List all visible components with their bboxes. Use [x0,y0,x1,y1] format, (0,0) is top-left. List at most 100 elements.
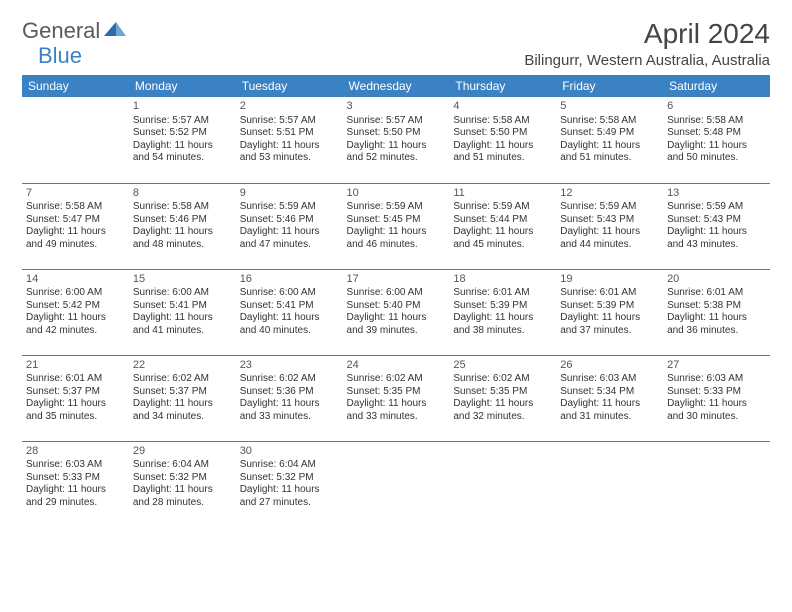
sunset-text: Sunset: 5:36 PM [240,386,339,399]
sunrise-text: Sunrise: 6:02 AM [347,373,446,386]
calendar-table: SundayMondayTuesdayWednesdayThursdayFrid… [22,75,770,527]
calendar-cell [343,441,450,527]
daylight-text: Daylight: 11 hours and 42 minutes. [26,312,125,337]
calendar-cell: 28Sunrise: 6:03 AMSunset: 5:33 PMDayligh… [22,441,129,527]
sunrise-text: Sunrise: 6:04 AM [240,459,339,472]
daylight-text: Daylight: 11 hours and 44 minutes. [560,226,659,251]
daylight-text: Daylight: 11 hours and 48 minutes. [133,226,232,251]
sunrise-text: Sunrise: 5:58 AM [133,201,232,214]
daylight-text: Daylight: 11 hours and 30 minutes. [667,398,766,423]
daylight-text: Daylight: 11 hours and 50 minutes. [667,140,766,165]
sunrise-text: Sunrise: 6:04 AM [133,459,232,472]
sunrise-text: Sunrise: 5:59 AM [240,201,339,214]
sunrise-text: Sunrise: 6:03 AM [26,459,125,472]
sunset-text: Sunset: 5:50 PM [453,127,552,140]
calendar-header-row: SundayMondayTuesdayWednesdayThursdayFrid… [22,75,770,97]
sunrise-text: Sunrise: 5:58 AM [560,115,659,128]
sunrise-text: Sunrise: 6:00 AM [240,287,339,300]
daylight-text: Daylight: 11 hours and 43 minutes. [667,226,766,251]
sunrise-text: Sunrise: 6:01 AM [667,287,766,300]
calendar-cell: 7Sunrise: 5:58 AMSunset: 5:47 PMDaylight… [22,183,129,269]
day-header: Sunday [22,75,129,97]
sunrise-text: Sunrise: 5:59 AM [560,201,659,214]
daylight-text: Daylight: 11 hours and 38 minutes. [453,312,552,337]
day-header: Tuesday [236,75,343,97]
sunrise-text: Sunrise: 5:58 AM [667,115,766,128]
sunset-text: Sunset: 5:50 PM [347,127,446,140]
sunset-text: Sunset: 5:43 PM [560,214,659,227]
daylight-text: Daylight: 11 hours and 28 minutes. [133,484,232,509]
sunset-text: Sunset: 5:48 PM [667,127,766,140]
calendar-week-row: 21Sunrise: 6:01 AMSunset: 5:37 PMDayligh… [22,355,770,441]
day-number: 18 [453,273,552,287]
day-header: Wednesday [343,75,450,97]
calendar-cell: 9Sunrise: 5:59 AMSunset: 5:46 PMDaylight… [236,183,343,269]
day-number: 7 [26,187,125,201]
sunset-text: Sunset: 5:35 PM [453,386,552,399]
sunrise-text: Sunrise: 6:00 AM [347,287,446,300]
calendar-cell: 5Sunrise: 5:58 AMSunset: 5:49 PMDaylight… [556,97,663,183]
sunset-text: Sunset: 5:38 PM [667,300,766,313]
daylight-text: Daylight: 11 hours and 54 minutes. [133,140,232,165]
sunrise-text: Sunrise: 5:59 AM [453,201,552,214]
day-number: 9 [240,187,339,201]
sunset-text: Sunset: 5:33 PM [667,386,766,399]
daylight-text: Daylight: 11 hours and 39 minutes. [347,312,446,337]
calendar-cell: 24Sunrise: 6:02 AMSunset: 5:35 PMDayligh… [343,355,450,441]
calendar-cell [22,97,129,183]
calendar-cell: 2Sunrise: 5:57 AMSunset: 5:51 PMDaylight… [236,97,343,183]
day-number: 16 [240,273,339,287]
day-number: 1 [133,100,232,114]
sunrise-text: Sunrise: 5:59 AM [347,201,446,214]
daylight-text: Daylight: 11 hours and 51 minutes. [453,140,552,165]
calendar-cell: 14Sunrise: 6:00 AMSunset: 5:42 PMDayligh… [22,269,129,355]
daylight-text: Daylight: 11 hours and 45 minutes. [453,226,552,251]
sunrise-text: Sunrise: 6:01 AM [453,287,552,300]
sunset-text: Sunset: 5:46 PM [240,214,339,227]
day-number: 17 [347,273,446,287]
day-header: Thursday [449,75,556,97]
daylight-text: Daylight: 11 hours and 29 minutes. [26,484,125,509]
day-number: 2 [240,100,339,114]
triangle-icon [104,18,126,44]
day-number: 29 [133,445,232,459]
day-number: 30 [240,445,339,459]
calendar-cell: 11Sunrise: 5:59 AMSunset: 5:44 PMDayligh… [449,183,556,269]
day-number: 19 [560,273,659,287]
day-number: 8 [133,187,232,201]
calendar-cell: 18Sunrise: 6:01 AMSunset: 5:39 PMDayligh… [449,269,556,355]
daylight-text: Daylight: 11 hours and 36 minutes. [667,312,766,337]
day-number: 4 [453,100,552,114]
sunset-text: Sunset: 5:40 PM [347,300,446,313]
day-header: Monday [129,75,236,97]
day-number: 28 [26,445,125,459]
calendar-cell: 17Sunrise: 6:00 AMSunset: 5:40 PMDayligh… [343,269,450,355]
sunrise-text: Sunrise: 6:01 AM [26,373,125,386]
sunrise-text: Sunrise: 6:03 AM [560,373,659,386]
day-number: 21 [26,359,125,373]
daylight-text: Daylight: 11 hours and 47 minutes. [240,226,339,251]
calendar-cell: 29Sunrise: 6:04 AMSunset: 5:32 PMDayligh… [129,441,236,527]
sunrise-text: Sunrise: 6:02 AM [240,373,339,386]
daylight-text: Daylight: 11 hours and 31 minutes. [560,398,659,423]
day-number: 11 [453,187,552,201]
daylight-text: Daylight: 11 hours and 49 minutes. [26,226,125,251]
sunset-text: Sunset: 5:43 PM [667,214,766,227]
sunset-text: Sunset: 5:42 PM [26,300,125,313]
day-number: 6 [667,100,766,114]
day-number: 13 [667,187,766,201]
daylight-text: Daylight: 11 hours and 27 minutes. [240,484,339,509]
day-number: 10 [347,187,446,201]
header: General April 2024 Bilingurr, Western Au… [22,18,770,69]
sunset-text: Sunset: 5:39 PM [453,300,552,313]
logo: General [22,18,130,44]
calendar-cell: 1Sunrise: 5:57 AMSunset: 5:52 PMDaylight… [129,97,236,183]
sunset-text: Sunset: 5:51 PM [240,127,339,140]
sunset-text: Sunset: 5:33 PM [26,472,125,485]
calendar-cell: 20Sunrise: 6:01 AMSunset: 5:38 PMDayligh… [663,269,770,355]
sunset-text: Sunset: 5:35 PM [347,386,446,399]
daylight-text: Daylight: 11 hours and 51 minutes. [560,140,659,165]
daylight-text: Daylight: 11 hours and 33 minutes. [240,398,339,423]
sunrise-text: Sunrise: 5:57 AM [240,115,339,128]
calendar-cell: 4Sunrise: 5:58 AMSunset: 5:50 PMDaylight… [449,97,556,183]
